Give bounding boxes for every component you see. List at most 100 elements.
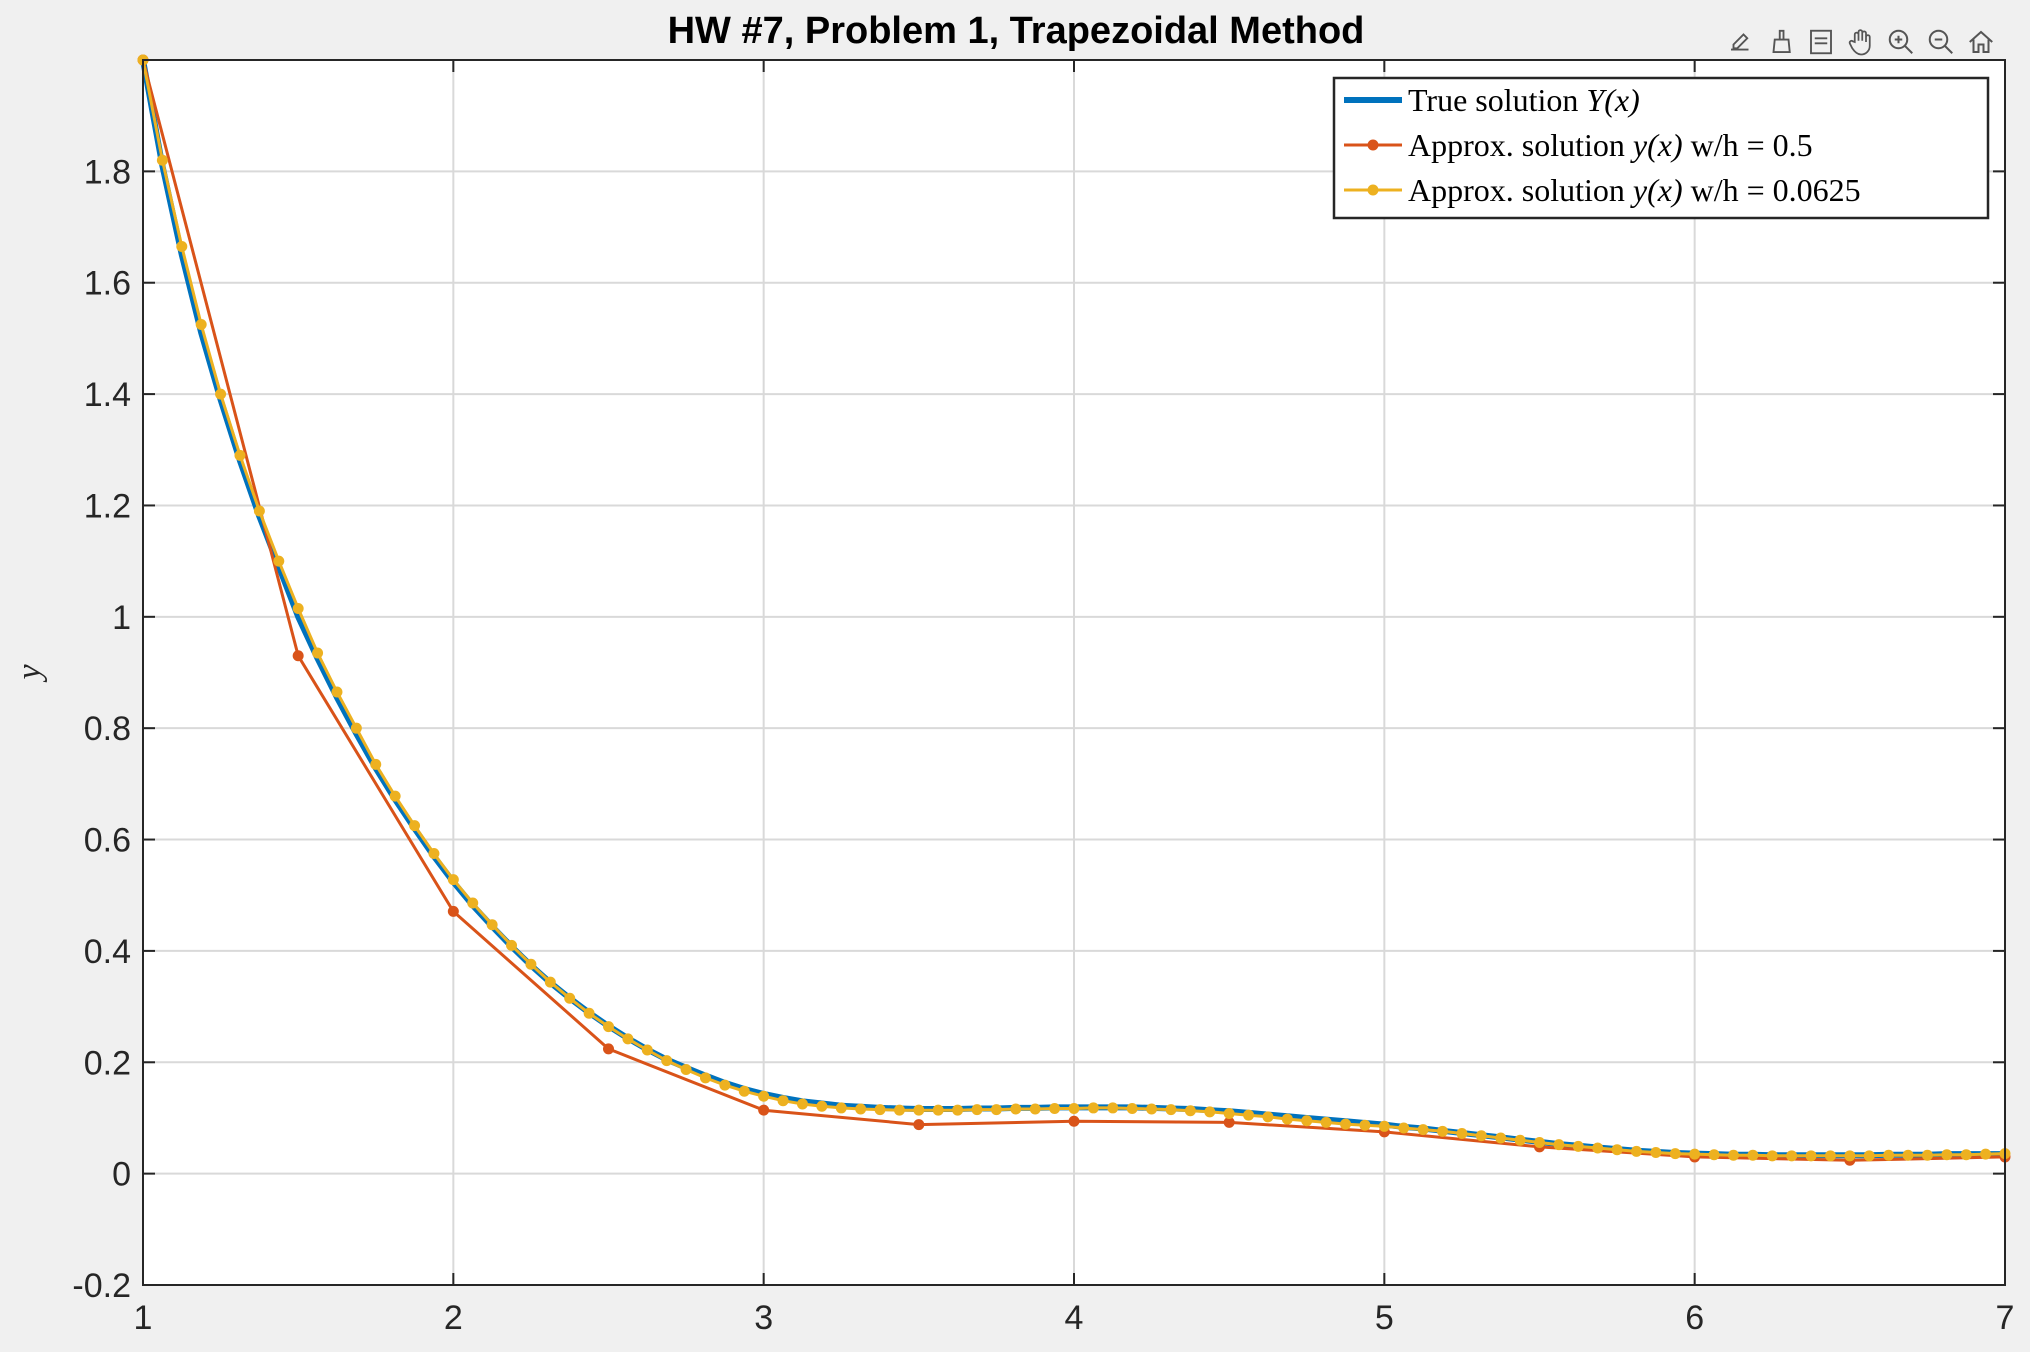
data-point-series-2 <box>195 318 207 330</box>
series-layer <box>137 54 2011 1166</box>
data-point-series-2 <box>176 241 188 253</box>
data-point-series-2 <box>1398 1122 1410 1134</box>
data-point-series-2 <box>680 1064 692 1076</box>
data-point-series-2 <box>544 976 556 988</box>
data-point-series-2 <box>1960 1149 1972 1161</box>
data-point-series-2 <box>506 939 518 951</box>
legend-marker-2 <box>1367 184 1379 196</box>
brush-icon[interactable] <box>1762 23 1800 61</box>
zoom-out-icon[interactable] <box>1922 23 1960 61</box>
x-tick-label: 4 <box>1065 1299 1084 1337</box>
data-point-series-2 <box>1863 1150 1875 1162</box>
data-point-series-2 <box>641 1044 653 1056</box>
data-point-series-2 <box>1068 1102 1080 1114</box>
x-tick-label: 1 <box>134 1299 153 1337</box>
data-point-series-2 <box>1029 1103 1041 1115</box>
data-point-series-2 <box>331 686 343 698</box>
legend-icon[interactable] <box>1802 23 1840 61</box>
data-point-series-2 <box>835 1102 847 1114</box>
legend-label-2: Approx. solution y(x) w/h = 0.0625 <box>1408 172 1861 208</box>
legend-label-0: True solution Y(x) <box>1408 82 1640 118</box>
data-point-series-1 <box>1223 1116 1235 1128</box>
legend[interactable]: True solution Y(x) Approx. solution y(x) … <box>1332 76 1990 220</box>
legend-marker-1 <box>1367 139 1379 151</box>
data-point-series-2 <box>1883 1149 1895 1161</box>
ticks <box>142 60 2006 1286</box>
data-point-series-2 <box>1844 1150 1856 1162</box>
data-point-series-2 <box>409 820 421 832</box>
y-tick-label: 0 <box>112 1156 131 1194</box>
data-point-series-2 <box>1708 1149 1720 1161</box>
y-tick-label: 0.4 <box>84 933 131 971</box>
data-point-series-2 <box>1495 1132 1507 1144</box>
data-point-series-2 <box>990 1104 1002 1116</box>
data-point-series-2 <box>1223 1108 1235 1119</box>
data-point-series-2 <box>428 847 440 859</box>
y-tick-label: 0.2 <box>84 1044 131 1082</box>
data-point-series-2 <box>1572 1140 1584 1152</box>
data-point-series-2 <box>1107 1102 1119 1114</box>
data-point-series-1 <box>447 905 459 917</box>
data-point-series-1 <box>758 1104 770 1116</box>
data-point-series-2 <box>1165 1104 1177 1116</box>
x-tick-label: 5 <box>1375 1299 1394 1337</box>
data-point-series-2 <box>1611 1144 1623 1156</box>
data-point-series-2 <box>350 722 362 734</box>
y-tick-label: 1.4 <box>84 376 131 414</box>
data-point-series-2 <box>1359 1119 1371 1131</box>
data-point-series-2 <box>699 1072 711 1084</box>
data-point-series-2 <box>893 1104 905 1116</box>
y-tick-labels: -0.2 0 0.2 0.4 0.6 0.8 1 1.2 1.4 1.6 1.8 <box>72 153 131 1305</box>
data-point-series-2 <box>1010 1103 1022 1115</box>
data-point-series-1 <box>1068 1115 1080 1127</box>
data-point-series-2 <box>1243 1109 1255 1121</box>
x-tick-label: 6 <box>1685 1299 1704 1337</box>
data-point-series-1 <box>292 650 304 662</box>
data-point-series-2 <box>1805 1150 1817 1162</box>
data-point-series-2 <box>525 958 537 970</box>
pan-icon[interactable] <box>1842 23 1880 61</box>
data-point-series-2 <box>1087 1102 1099 1114</box>
data-point-series-2 <box>1320 1116 1332 1128</box>
data-point-series-2 <box>796 1098 808 1110</box>
data-point-series-2 <box>1301 1115 1313 1127</box>
data-point-series-2 <box>1204 1106 1216 1118</box>
data-point-series-2 <box>1417 1124 1429 1136</box>
data-point-series-2 <box>156 154 168 166</box>
data-point-series-2 <box>564 992 576 1004</box>
data-point-series-2 <box>1689 1148 1701 1160</box>
data-point-series-2 <box>1669 1148 1681 1160</box>
legend-label-1: Approx. solution y(x) w/h = 0.5 <box>1408 127 1813 163</box>
data-point-series-2 <box>1146 1103 1158 1115</box>
y-axis-label: y <box>11 664 48 683</box>
data-point-series-2 <box>855 1103 867 1115</box>
data-point-series-2 <box>1902 1149 1914 1161</box>
data-point-series-2 <box>971 1104 983 1116</box>
y-tick-label: -0.2 <box>72 1267 131 1305</box>
data-point-series-2 <box>312 647 324 659</box>
data-point-series-2 <box>1437 1125 1449 1137</box>
x-tick-label: 2 <box>444 1299 463 1337</box>
data-point-series-2 <box>389 790 401 802</box>
data-point-series-2 <box>1340 1118 1352 1130</box>
data-point-series-2 <box>292 602 304 614</box>
data-point-series-2 <box>1592 1142 1604 1154</box>
home-icon[interactable] <box>1962 23 2000 61</box>
y-tick-label: 0.8 <box>84 710 131 748</box>
y-tick-label: 1.8 <box>84 153 131 191</box>
x-tick-labels: 1 2 3 4 5 6 7 <box>134 1299 2015 1337</box>
data-point-series-2 <box>1262 1111 1274 1123</box>
data-point-series-2 <box>1534 1136 1545 1148</box>
data-point-series-2 <box>1184 1105 1196 1117</box>
zoom-in-icon[interactable] <box>1882 23 1920 61</box>
data-point-series-2 <box>1980 1148 1992 1160</box>
y-tick-label: 1.2 <box>84 487 131 525</box>
export-icon[interactable] <box>1722 23 1760 61</box>
data-point-series-2 <box>952 1104 964 1116</box>
data-point-series-2 <box>1786 1150 1798 1162</box>
data-point-series-2 <box>1378 1120 1390 1132</box>
data-point-series-2 <box>1941 1149 1953 1161</box>
data-point-series-2 <box>758 1090 770 1102</box>
data-point-series-2 <box>1475 1130 1487 1142</box>
